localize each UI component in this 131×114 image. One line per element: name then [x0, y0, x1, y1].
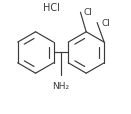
Text: Cl: Cl	[102, 19, 111, 28]
Text: HCl: HCl	[43, 3, 60, 13]
Text: Cl: Cl	[84, 8, 93, 16]
Text: NH₂: NH₂	[52, 82, 69, 90]
